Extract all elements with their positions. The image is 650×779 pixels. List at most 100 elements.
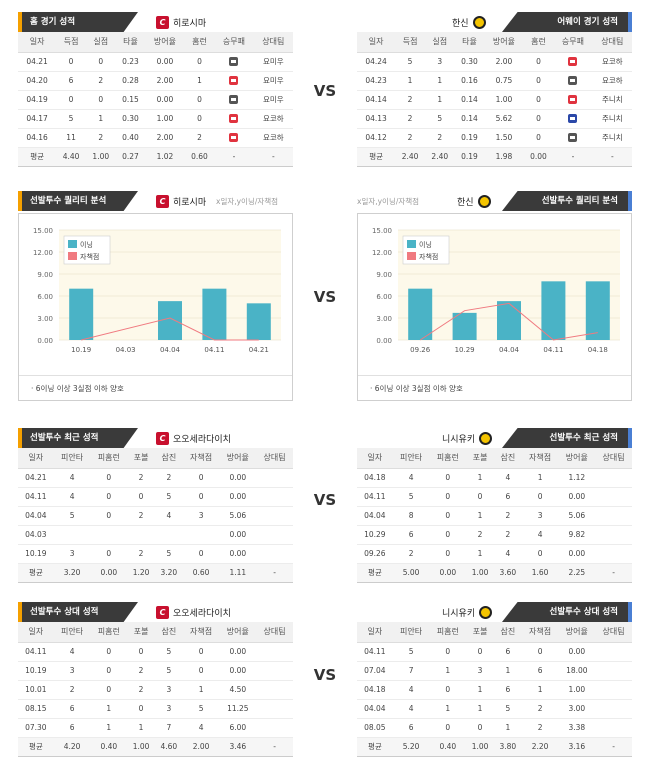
y-tick-label: 0.00 <box>37 337 53 345</box>
table-cell: - <box>214 147 254 167</box>
away-record-title: 어웨이 경기 성적 <box>502 12 632 32</box>
pitcher-vs-panel-right: 니시유키 선발투수 상대 성적 일자 피안타 피홈런 포볼 삼진 자책점 방어율 상대팀 04.… <box>357 594 632 757</box>
chart-footnote: · 6이닝 이상 3실점 이하 양호 <box>370 384 463 393</box>
column-header: 피안타 <box>392 622 430 643</box>
table-cell: 5.06 <box>558 506 596 526</box>
table-cell: 2 <box>85 128 116 148</box>
x-tick-label: 09.26 <box>410 346 431 354</box>
table-cell: 주니치 <box>592 90 632 110</box>
quality-chart-box: 15.00 12.00 9.00 6.00 3.00 0.00 09.26 10.29 04.0… <box>357 213 632 401</box>
table-cell: 10.01 <box>18 680 54 700</box>
table-cell: 1.00 <box>484 90 524 110</box>
table-cell: 0 <box>90 544 128 564</box>
y-tick-label: 9.00 <box>376 271 392 279</box>
x-tick-label: 10.19 <box>71 346 91 354</box>
table-cell: 평균 <box>357 737 393 757</box>
table-cell: 2 <box>395 109 425 129</box>
table-cell: 1 <box>493 718 522 738</box>
table-cell: 2 <box>395 90 425 110</box>
table-cell: 2 <box>85 71 116 91</box>
column-header: 일자 <box>18 32 57 53</box>
table-cell: 0 <box>466 718 494 738</box>
table-cell: 04.04 <box>357 506 393 526</box>
table-cell: 0 <box>127 642 155 662</box>
table-cell: 10.19 <box>18 544 54 564</box>
table-cell: 04.18 <box>357 680 393 700</box>
table-row: 04.11 5 0 0 6 0 0.00 <box>357 642 632 662</box>
column-header: 포볼 <box>127 448 155 469</box>
table-cell: 2.00 <box>182 737 220 757</box>
table-cell <box>256 642 293 662</box>
table-cell <box>595 680 632 700</box>
table-row: 04.04 5 0 2 4 3 5.06 <box>18 506 293 526</box>
table-cell <box>595 506 632 526</box>
column-header: 일자 <box>18 448 54 469</box>
table-cell: 0 <box>429 642 467 662</box>
table-cell: 3.20 <box>53 563 91 583</box>
table-cell: 0.27 <box>115 147 146 167</box>
y-tick-label: 6.00 <box>376 293 392 301</box>
table-cell: 평균 <box>18 147 57 167</box>
table-cell: 0.14 <box>454 109 485 129</box>
table-row: 04.04 8 0 1 2 3 5.06 <box>357 506 632 526</box>
table-cell: 04.03 <box>18 525 54 545</box>
table-cell: 4.40 <box>56 147 86 167</box>
vs-label: VS <box>313 491 337 509</box>
table-cell: 0.00 <box>429 563 467 583</box>
table-cell: 04.21 <box>18 468 54 488</box>
table-cell: 04.17 <box>18 109 57 129</box>
pitcher-recent-panel-right: 니시유키 선발투수 최근 성적 일자 피안타 피홈런 포볼 삼진 자책점 방어율 상대팀 04.… <box>357 420 632 583</box>
table-cell: 1.00 <box>466 737 494 757</box>
table-cell: 0.14 <box>454 90 485 110</box>
table-cell: 4 <box>182 718 220 738</box>
table-cell: 평균 <box>18 737 54 757</box>
table-cell: 0.00 <box>558 642 596 662</box>
table-cell: 0.40 <box>429 737 467 757</box>
table-cell: 주니치 <box>592 128 632 148</box>
table-cell: 1.00 <box>85 147 116 167</box>
table-cell: 0 <box>429 487 467 507</box>
table-cell: 1 <box>395 71 425 91</box>
table-cell: 0 <box>90 661 128 681</box>
table-cell: 04.13 <box>357 109 396 129</box>
column-header: 삼진 <box>154 622 183 643</box>
axis-note: x일자,y이닝/자책점 <box>357 197 420 206</box>
table-cell: 0 <box>523 52 554 72</box>
table-cell: 2 <box>521 718 559 738</box>
table-cell: 0 <box>184 90 215 110</box>
table-cell: 08.15 <box>18 699 54 719</box>
table-cell: 1.00 <box>127 737 155 757</box>
result-D-icon <box>568 114 578 124</box>
table-cell: 1.00 <box>145 109 185 129</box>
table-cell: 1 <box>466 506 494 526</box>
legend-swatch-bar <box>407 240 416 248</box>
y-tick-label: 15.00 <box>33 227 53 235</box>
table-cell: 2 <box>521 699 559 719</box>
table-cell: 3.80 <box>493 737 522 757</box>
table-cell: - <box>553 147 593 167</box>
column-header: 승무패 <box>553 32 593 53</box>
table-row: 04.13 2 5 0.14 5.62 0 주니치 <box>357 109 632 129</box>
table-cell: 10.29 <box>357 525 393 545</box>
table-cell: 0 <box>182 544 220 564</box>
column-header: 포볼 <box>127 622 155 643</box>
table-cell: 6 <box>53 718 91 738</box>
table-cell: 3 <box>521 506 559 526</box>
table-cell <box>595 525 632 545</box>
table-cell: 0 <box>184 52 215 72</box>
table-row: 04.23 1 1 0.16 0.75 0 요코하 <box>357 71 632 91</box>
table-cell: 0.00 <box>558 544 596 564</box>
column-header: 상대팀 <box>592 32 632 53</box>
pitcher-vs-table: 일자 피안타 피홈런 포볼 삼진 자책점 방어율 상대팀 04.11 4 0 0 5 0 0.00 10.19… <box>18 622 293 757</box>
table-header-row: 일자 득점 실점 타율 방어율 홈런 승무패 상대팀 <box>357 32 632 53</box>
quality-panel-left: 선발투수 퀄리티 분석 C 히로시마 x일자,y이닝/자책점 15.00 12.00… <box>18 183 293 401</box>
table-cell <box>595 699 632 719</box>
column-header: 피홈런 <box>429 622 467 643</box>
pitcher-vs-title: 선발투수 상대 성적 <box>502 602 632 622</box>
pitcher-vs-table: 일자 피안타 피홈런 포볼 삼진 자책점 방어율 상대팀 04.11 5 0 0 6 0 0.00 07.04… <box>357 622 632 757</box>
average-row: 평균 2.40 2.40 0.19 1.98 0.00- - <box>357 147 632 167</box>
table-cell: 0 <box>90 506 128 526</box>
table-cell: 요코하 <box>253 109 293 129</box>
table-cell: 18.00 <box>558 661 596 681</box>
y-tick-label: 3.00 <box>37 315 53 323</box>
